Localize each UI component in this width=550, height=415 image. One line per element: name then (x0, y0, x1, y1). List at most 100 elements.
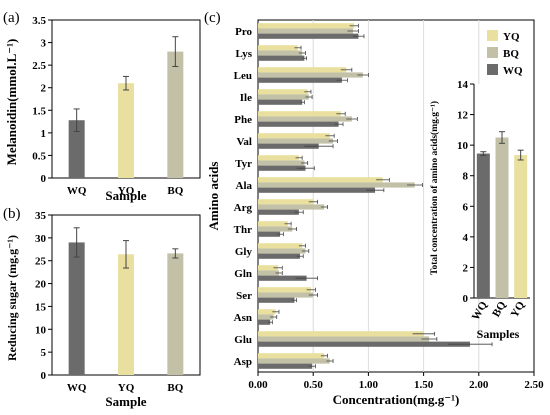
bar-yq (258, 133, 330, 139)
bar-bq (167, 51, 184, 178)
ytick-label: Ser (236, 290, 252, 302)
ytick-label: Val (237, 136, 253, 148)
ytick-label: 6 (463, 201, 469, 213)
bar-wq (258, 121, 339, 127)
legend-swatch-bq (487, 47, 498, 58)
legend-swatch-yq (487, 30, 498, 41)
bar-yq (258, 331, 424, 337)
ytick-label: Glu (234, 334, 252, 346)
xtick-label: WQ (67, 185, 87, 197)
ytick-label: 3 (41, 38, 47, 50)
legend-swatch-wq (487, 64, 498, 75)
panel-b-ylabel: Reducing sugar (mg.g⁻¹) (5, 235, 19, 361)
ytick-label: Asn (234, 312, 252, 324)
panel-c-ylabel: Amino acids (206, 162, 221, 231)
ytick-label: Pro (235, 26, 252, 38)
bar-bq (258, 336, 430, 342)
panel-a-label: (a) (3, 10, 20, 26)
bar-wq (258, 77, 342, 83)
bar-yq (258, 287, 311, 293)
bar-wq (258, 297, 295, 303)
bar-wq (258, 253, 300, 259)
legend: YQ BQ WQ (487, 30, 523, 77)
bar-bq (258, 270, 279, 276)
bar-yq (258, 243, 303, 249)
xtick-label: 0.00 (248, 379, 268, 391)
bar-bq (258, 292, 314, 298)
ytick-label: 0 (463, 293, 469, 305)
bar-wq (258, 99, 303, 105)
panel-c-label: (c) (204, 10, 221, 26)
ytick-label: 14 (457, 79, 469, 91)
panel-c-amino-acids: (c) Amino acids Concentration(mg.g⁻¹) 0.… (204, 10, 544, 407)
bar-yq (258, 23, 355, 29)
ytick-label: Gln (234, 268, 252, 280)
bar-yq (258, 353, 325, 359)
bar-yq (258, 221, 288, 227)
ytick-label: 10 (35, 324, 47, 336)
panel-a-melanoidin: (a) Melanoidin(mmol.L⁻¹) Sample 0 0.5 1 1.5… (3, 10, 201, 203)
bar-wq (258, 209, 299, 215)
ytick-label: Ile (240, 92, 252, 104)
bar-yq (258, 199, 314, 205)
xtick-label: 2.50 (524, 379, 544, 391)
ytick-label: 2 (463, 262, 469, 274)
bar-bq (258, 94, 309, 100)
panel-a-ylabel: Melanoidin(mmol.L⁻¹) (4, 39, 19, 166)
ytick-label: Phe (234, 114, 252, 126)
bar-bq (167, 253, 184, 375)
inset-ylabel: Total concentration of amino acids(mg.g⁻… (429, 101, 440, 275)
bar-wq (258, 143, 319, 149)
ytick-label: 0 (41, 173, 47, 185)
legend-label: WQ (503, 65, 523, 77)
ytick-label: 10 (457, 140, 469, 152)
bar-yq (514, 155, 528, 298)
ytick-label: 0 (41, 370, 47, 382)
bar-wq (258, 275, 307, 281)
xtick-label: YQ (118, 185, 135, 197)
bar-bq (258, 226, 293, 232)
ytick-label: 8 (463, 171, 469, 183)
ytick-label: Tyr (235, 158, 252, 170)
ytick-label: 3.5 (32, 15, 46, 27)
bar-yq (258, 45, 298, 51)
bar-wq (258, 55, 305, 61)
panel-c-xlabel: Concentration(mg.g⁻¹) (333, 392, 460, 407)
bar-wq (68, 242, 85, 375)
bar-bq (258, 116, 352, 122)
bar-bq (258, 160, 305, 166)
xtick-label: WQ (67, 382, 87, 394)
panel-b-xlabel: Sample (105, 394, 146, 409)
ytick-label: 1.5 (32, 105, 46, 117)
panel-a-xlabel: Sample (105, 188, 146, 203)
bar-bq (495, 137, 509, 298)
ytick-label: 4 (463, 232, 469, 244)
bar-yq (258, 111, 341, 117)
bar-yq (258, 155, 299, 161)
ytick-label: 20 (35, 279, 47, 291)
ytick-label: 0.5 (32, 150, 46, 162)
bar-bq (258, 28, 353, 34)
bar-wq (68, 120, 85, 178)
bar-wq (476, 153, 490, 298)
ytick-label: Arg (234, 202, 253, 214)
bar-bq (258, 72, 363, 78)
bar-bq (258, 358, 330, 364)
ytick-label: Leu (234, 70, 252, 82)
xtick-label: BQ (167, 185, 183, 197)
bar-yq (118, 83, 134, 178)
bar-wq (258, 33, 359, 39)
bar-bq (258, 248, 306, 254)
xtick-label: 1.00 (359, 379, 379, 391)
legend-label: YQ (503, 31, 520, 43)
ytick-label: 35 (35, 210, 47, 222)
ytick-label: Thr (234, 224, 252, 236)
bar-wq (258, 319, 271, 325)
xtick-label: BQ (167, 382, 183, 394)
bar-wq (258, 187, 376, 193)
bar-yq (258, 309, 276, 315)
ytick-label: 25 (35, 256, 47, 268)
xtick-label: 0.50 (304, 379, 324, 391)
bar-yq (258, 89, 308, 95)
